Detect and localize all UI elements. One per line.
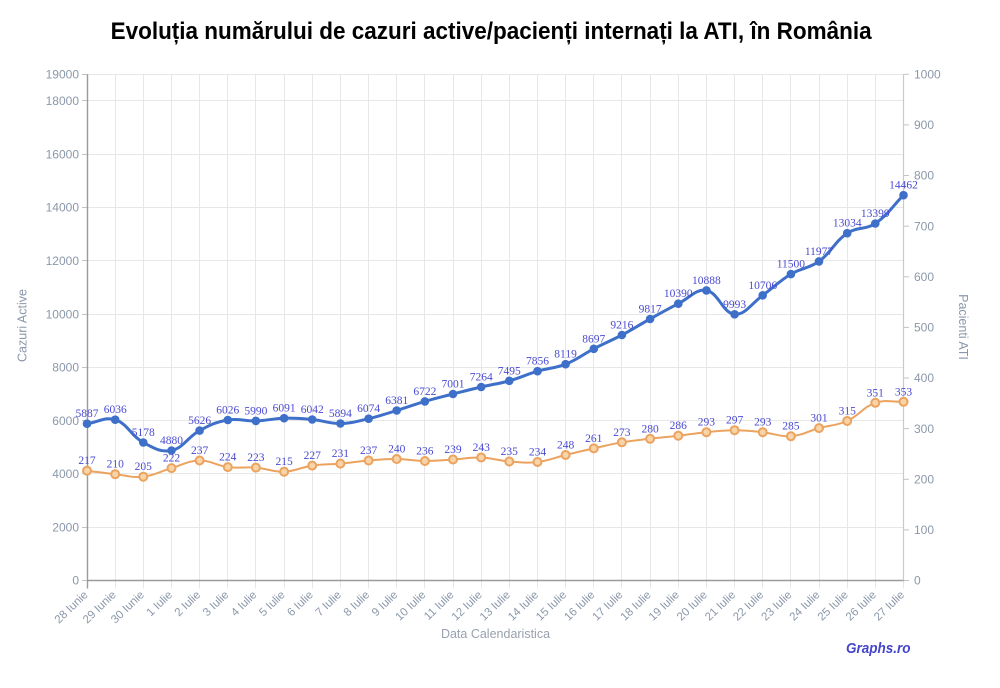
svg-text:353: 353 [895,386,913,398]
svg-text:800: 800 [914,169,934,183]
svg-text:500: 500 [914,321,934,335]
svg-text:8697: 8697 [582,333,605,345]
svg-text:400: 400 [914,371,934,385]
svg-text:0: 0 [914,574,921,588]
svg-text:297: 297 [726,415,744,427]
svg-text:2000: 2000 [52,520,79,534]
svg-text:12000: 12000 [46,254,80,268]
svg-text:280: 280 [641,423,659,435]
svg-text:5626: 5626 [188,415,211,427]
svg-text:9993: 9993 [723,299,746,311]
svg-text:600: 600 [914,270,934,284]
svg-text:237: 237 [360,445,378,457]
svg-text:13034: 13034 [833,218,862,230]
svg-text:10000: 10000 [46,307,80,321]
svg-text:240: 240 [388,444,406,456]
svg-text:237: 237 [191,445,209,457]
svg-text:7264: 7264 [470,372,493,384]
svg-text:Data Calendaristica: Data Calendaristica [441,627,550,641]
svg-text:223: 223 [247,452,265,464]
svg-text:261: 261 [585,433,603,445]
svg-text:273: 273 [613,427,631,439]
svg-text:301: 301 [810,413,828,425]
svg-text:7001: 7001 [442,379,465,391]
svg-text:100: 100 [914,523,934,537]
svg-text:6026: 6026 [216,405,239,417]
svg-text:16000: 16000 [46,147,80,161]
svg-text:5887: 5887 [76,408,99,420]
svg-text:7856: 7856 [526,356,549,368]
svg-text:10390: 10390 [664,288,693,300]
svg-text:0: 0 [72,574,79,588]
svg-text:8000: 8000 [52,361,79,375]
svg-text:293: 293 [698,417,716,429]
svg-text:14462: 14462 [889,180,918,192]
svg-text:285: 285 [782,421,800,433]
svg-text:227: 227 [304,450,322,462]
svg-text:11977: 11977 [805,246,834,258]
svg-text:19000: 19000 [46,68,80,82]
svg-text:224: 224 [219,452,237,464]
svg-text:8119: 8119 [554,349,577,361]
svg-text:Cazuri Active: Cazuri Active [16,289,30,362]
svg-text:231: 231 [332,448,350,460]
svg-text:234: 234 [529,447,547,459]
svg-text:315: 315 [839,406,857,418]
svg-text:9216: 9216 [610,320,633,332]
svg-text:5894: 5894 [329,408,352,420]
svg-text:Pacienti ATI: Pacienti ATI [956,294,970,360]
svg-text:6042: 6042 [301,404,324,416]
svg-text:10888: 10888 [692,275,721,287]
svg-text:10706: 10706 [748,280,777,292]
svg-text:6381: 6381 [385,395,408,407]
svg-text:205: 205 [135,461,153,473]
svg-text:6074: 6074 [357,403,380,415]
svg-text:9817: 9817 [639,304,662,316]
svg-text:236: 236 [416,446,434,458]
svg-text:18000: 18000 [46,94,80,108]
svg-text:300: 300 [914,422,934,436]
svg-text:5990: 5990 [244,405,267,417]
svg-text:11500: 11500 [777,259,806,271]
svg-text:4880: 4880 [160,435,183,447]
svg-text:243: 243 [473,442,491,454]
svg-text:6091: 6091 [273,403,296,415]
svg-text:286: 286 [670,420,688,432]
svg-text:7495: 7495 [498,365,521,377]
svg-text:4000: 4000 [52,467,79,481]
svg-text:217: 217 [78,455,96,467]
svg-text:6722: 6722 [413,386,436,398]
svg-text:700: 700 [914,219,934,233]
svg-text:293: 293 [754,417,772,429]
svg-text:248: 248 [557,440,575,452]
svg-text:1000: 1000 [914,68,941,82]
svg-text:6000: 6000 [52,414,79,428]
svg-text:215: 215 [275,456,293,468]
svg-text:239: 239 [444,444,462,456]
svg-text:5178: 5178 [132,427,155,439]
svg-text:222: 222 [163,453,181,465]
svg-text:235: 235 [501,446,519,458]
svg-text:14000: 14000 [46,201,80,215]
svg-text:200: 200 [914,473,934,487]
svg-text:210: 210 [107,459,125,471]
svg-text:6036: 6036 [104,404,127,416]
svg-text:900: 900 [914,118,934,132]
svg-text:13399: 13399 [861,208,890,220]
svg-text:351: 351 [867,387,885,399]
